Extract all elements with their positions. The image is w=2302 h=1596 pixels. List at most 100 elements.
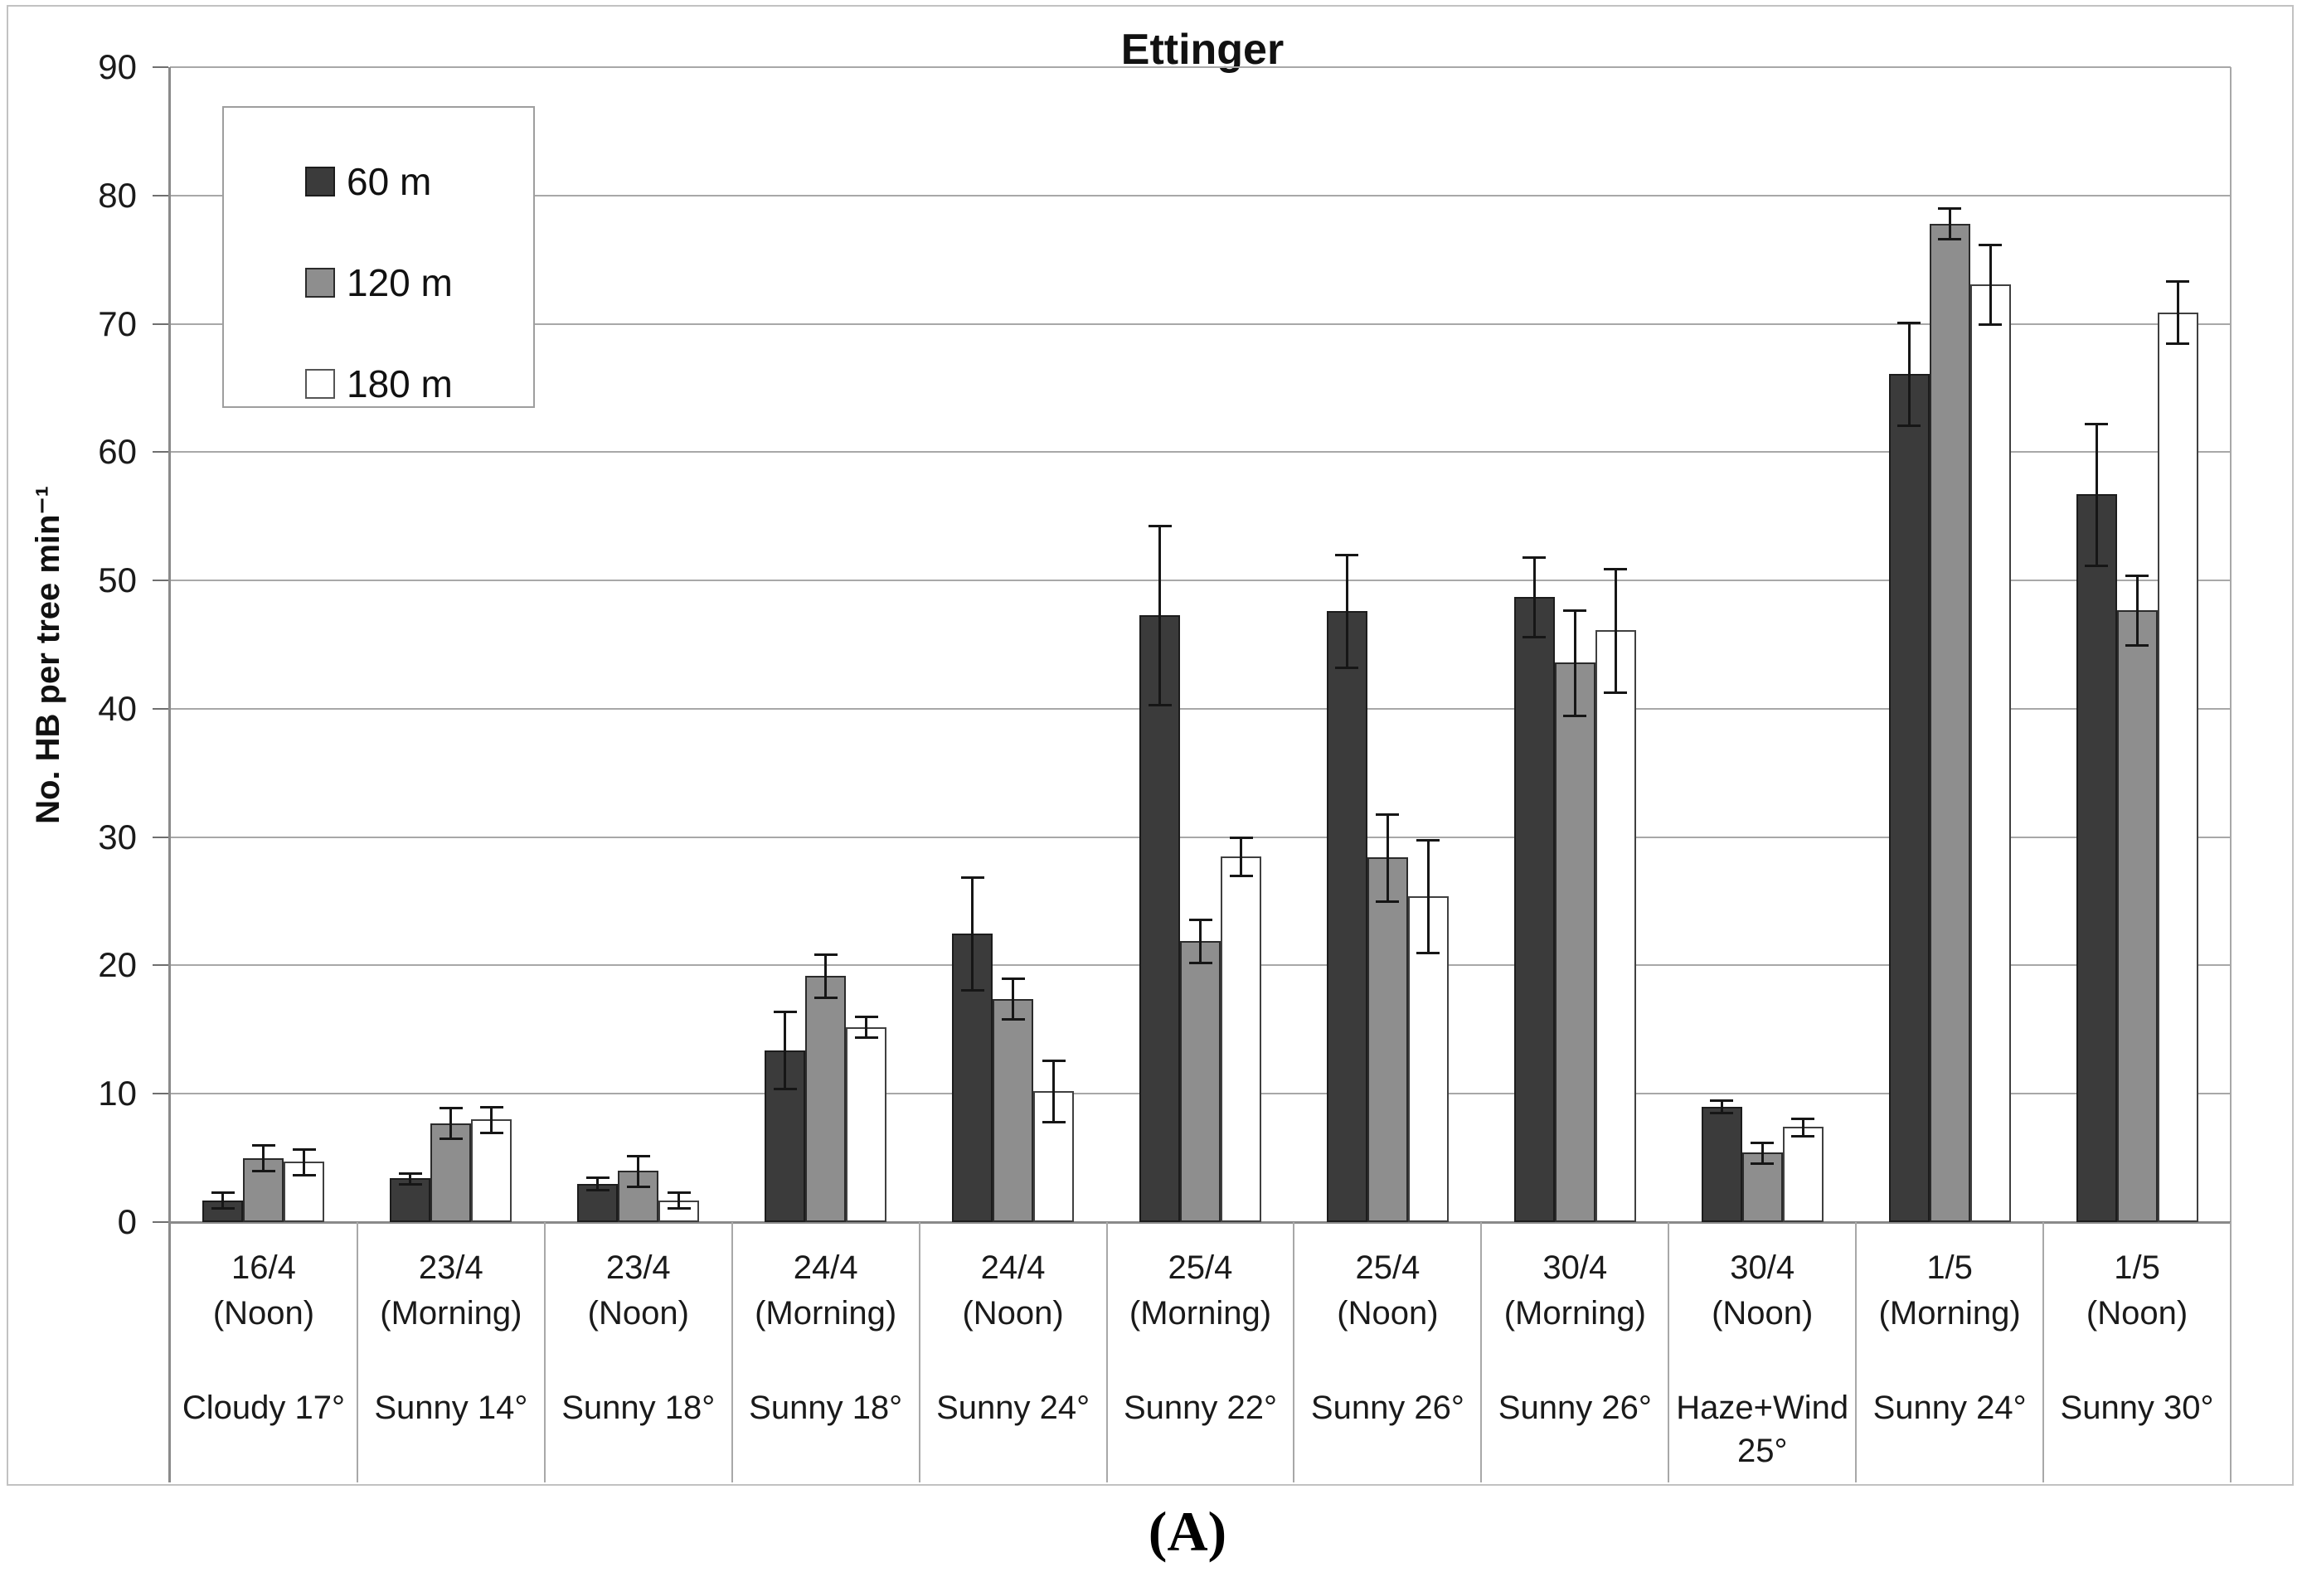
error-bar-cap <box>479 1131 503 1134</box>
y-tick-label: 80 <box>98 175 137 215</box>
y-tick-label: 70 <box>98 303 137 343</box>
bar-180m-group7 <box>1407 895 1449 1222</box>
error-bar <box>1012 977 1015 1020</box>
error-bar-cap <box>292 1173 316 1176</box>
error-bar-cap <box>1563 609 1587 612</box>
x-label-weather: Sunny 14° <box>374 1390 528 1426</box>
y-tick-label: 10 <box>98 1074 137 1113</box>
y-tick-label: 30 <box>98 817 137 856</box>
error-bar <box>1386 813 1389 902</box>
error-bar-cap <box>1938 238 1962 241</box>
legend-entry-120m: 120 m <box>305 260 453 305</box>
figure-border <box>7 5 2294 1486</box>
error-bar <box>1240 837 1242 876</box>
error-bar <box>971 876 974 990</box>
legend-label: 120 m <box>347 261 453 304</box>
error-bar-cap <box>626 1185 650 1188</box>
error-bar <box>1760 1142 1764 1163</box>
y-tick <box>153 1221 168 1223</box>
legend-swatch-icon <box>305 268 335 298</box>
bar-180m-group6 <box>1221 856 1261 1222</box>
bar-60m-group7 <box>1326 611 1367 1222</box>
error-bar-cap <box>813 953 838 956</box>
error-bar-cap <box>439 1107 463 1110</box>
y-axis-title-text: No. HB per tree min⁻¹ <box>30 486 66 824</box>
error-bar-cap <box>398 1172 422 1176</box>
x-category-separator <box>1668 1222 1670 1482</box>
error-bar-cap <box>1938 207 1962 211</box>
error-bar-cap <box>1523 636 1547 639</box>
legend-swatch-icon <box>305 369 335 399</box>
y-tick-label: 20 <box>98 945 137 985</box>
error-bar <box>1532 557 1536 638</box>
error-bar <box>221 1192 225 1208</box>
x-label-date-time: 23/4 (Noon) <box>587 1249 689 1332</box>
error-bar-cap <box>960 876 984 879</box>
legend: 60 m 120 m 180 m <box>222 106 535 408</box>
error-bar-cap <box>1188 918 1212 921</box>
bar-180m-group10 <box>1969 284 2011 1222</box>
error-bar-cap <box>854 1036 878 1040</box>
error-bar <box>784 1011 787 1089</box>
error-bar-cap <box>251 1144 275 1147</box>
error-bar-cap <box>585 1176 609 1179</box>
error-bar <box>490 1106 493 1133</box>
bar-60m-group6 <box>1139 614 1180 1222</box>
chart-title: Ettinger <box>1120 26 1285 74</box>
y-tick <box>153 451 168 454</box>
bar-180m-group9 <box>1782 1127 1824 1222</box>
x-label-date-time: 24/4 (Morning) <box>755 1249 897 1332</box>
error-bar <box>2095 424 2098 565</box>
error-bar-cap <box>1001 977 1025 980</box>
x-label-date-time: 23/4 (Morning) <box>380 1249 522 1332</box>
y-tick-label: 90 <box>98 47 137 86</box>
error-bar-cap <box>1148 524 1172 527</box>
error-bar-cap <box>1188 962 1212 965</box>
error-bar-cap <box>960 988 984 992</box>
x-label-date-time: 1/5 (Noon) <box>2086 1249 2188 1332</box>
error-bar-cap <box>1229 875 1253 878</box>
x-label-weather: Sunny 18° <box>561 1390 716 1426</box>
error-bar-cap <box>398 1182 422 1186</box>
y-tick-label: 50 <box>98 560 137 600</box>
error-bar-cap <box>1604 568 1628 571</box>
bar-180m-group2 <box>471 1119 512 1222</box>
error-bar <box>1948 208 1951 240</box>
error-bar-cap <box>292 1147 316 1151</box>
x-label-date-time: 1/5 (Morning) <box>1878 1249 2021 1332</box>
y-tick <box>153 1093 168 1095</box>
error-bar-cap <box>626 1154 650 1157</box>
error-bar-cap <box>1979 243 2003 246</box>
error-bar <box>1052 1060 1056 1123</box>
error-bar-cap <box>439 1138 463 1141</box>
y-tick <box>153 580 168 582</box>
error-bar-cap <box>1523 556 1547 560</box>
error-bar-cap <box>585 1189 609 1192</box>
y-tick-label: 60 <box>98 432 137 472</box>
x-category-separator <box>1105 1222 1108 1482</box>
error-bar-cap <box>1376 813 1400 816</box>
error-bar-cap <box>1751 1162 1775 1165</box>
x-category-separator <box>731 1222 733 1482</box>
error-bar <box>1720 1099 1723 1113</box>
error-bar-cap <box>1563 714 1587 717</box>
bar-120m-group5 <box>993 998 1034 1222</box>
bar-60m-group8 <box>1513 597 1555 1222</box>
gridline <box>170 66 2231 68</box>
error-bar-cap <box>1042 1059 1066 1062</box>
bar-180m-group8 <box>1595 630 1636 1222</box>
legend-label: 60 m <box>347 160 432 203</box>
error-bar-cap <box>251 1170 275 1173</box>
x-category-separator <box>543 1222 546 1482</box>
error-bar <box>303 1148 306 1175</box>
error-bar <box>1573 609 1576 716</box>
gridline <box>170 194 2231 196</box>
x-label-weather: Sunny 22° <box>1123 1390 1277 1426</box>
error-bar-cap <box>2085 423 2109 426</box>
y-tick <box>153 66 168 68</box>
y-tick-label: 40 <box>98 688 137 728</box>
gridline <box>170 451 2231 454</box>
error-bar-cap <box>1710 1112 1734 1115</box>
error-bar-cap <box>2125 574 2149 577</box>
